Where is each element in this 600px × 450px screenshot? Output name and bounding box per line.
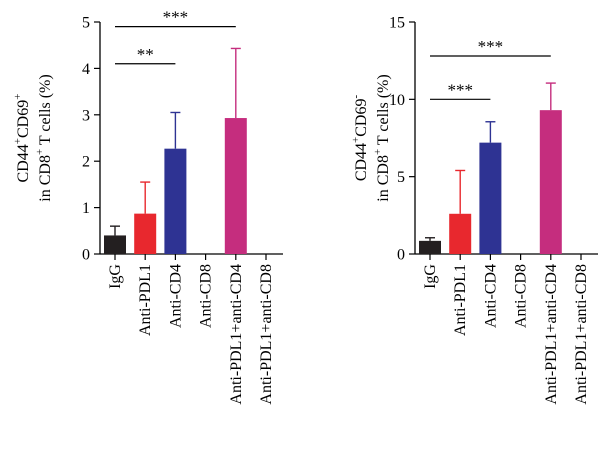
x-category-label: IgG — [107, 264, 124, 289]
bar-anti-cd4 — [164, 148, 187, 254]
bar-anti-pdl1-anti-cd4 — [224, 118, 247, 254]
y-axis-title-line1: CD44+CD69+ — [12, 94, 32, 183]
x-category-label: Anti-CD4 — [167, 264, 184, 328]
y-tick-label: 1 — [82, 200, 90, 217]
significance-label: *** — [447, 80, 473, 99]
x-category-label: Anti-PDL1+anti-CD4 — [228, 264, 245, 405]
bar-anti-cd4 — [479, 142, 502, 254]
significance-label: *** — [163, 8, 189, 27]
panel-right: 0 5 10 15 CD44+CD69-in CD8+ T cells (%) IgG An… — [350, 15, 598, 405]
bar-igg — [104, 235, 126, 254]
y-tick-label: 2 — [82, 154, 90, 171]
y-tick-label: 0 — [397, 247, 405, 264]
y-tick-label: 5 — [82, 15, 90, 32]
y-tick-label: 0 — [82, 247, 90, 264]
bar-anti-pdl1 — [449, 213, 472, 254]
y-tick-label: 5 — [397, 169, 405, 186]
x-category-label: Anti-PDL1+anti-CD8 — [573, 264, 590, 405]
panel-left: 0 1 2 3 4 5 CD44+CD69+in CD8+ T cells (%) IgG An… — [12, 8, 283, 405]
x-category-label: Anti-CD8 — [513, 264, 530, 328]
y-tick-label: 3 — [82, 107, 90, 124]
x-category-label: Anti-CD8 — [198, 264, 215, 328]
x-category-label: IgG — [422, 264, 439, 289]
y-axis-title-line2: in CD8+ T cells (%) — [372, 74, 392, 201]
bar-anti-pdl1 — [134, 213, 157, 254]
significance-label: ** — [137, 45, 154, 64]
y-tick-label: 10 — [389, 92, 405, 109]
bar-igg — [419, 240, 441, 254]
significance-label: *** — [478, 37, 504, 56]
y-tick-label: 15 — [389, 15, 405, 32]
x-category-label: Anti-PDL1 — [452, 264, 469, 336]
x-category-label: Anti-PDL1+anti-CD8 — [258, 264, 275, 405]
bar-anti-pdl1-anti-cd4 — [539, 110, 562, 254]
y-tick-label: 4 — [82, 61, 90, 78]
x-category-label: Anti-PDL1 — [137, 264, 154, 336]
y-axis-title-line1: CD44+CD69- — [350, 94, 370, 181]
x-category-label: Anti-CD4 — [482, 264, 499, 328]
y-axis-title-line2: in CD8+ T cells (%) — [34, 74, 54, 201]
x-category-label: Anti-PDL1+anti-CD4 — [543, 264, 560, 405]
